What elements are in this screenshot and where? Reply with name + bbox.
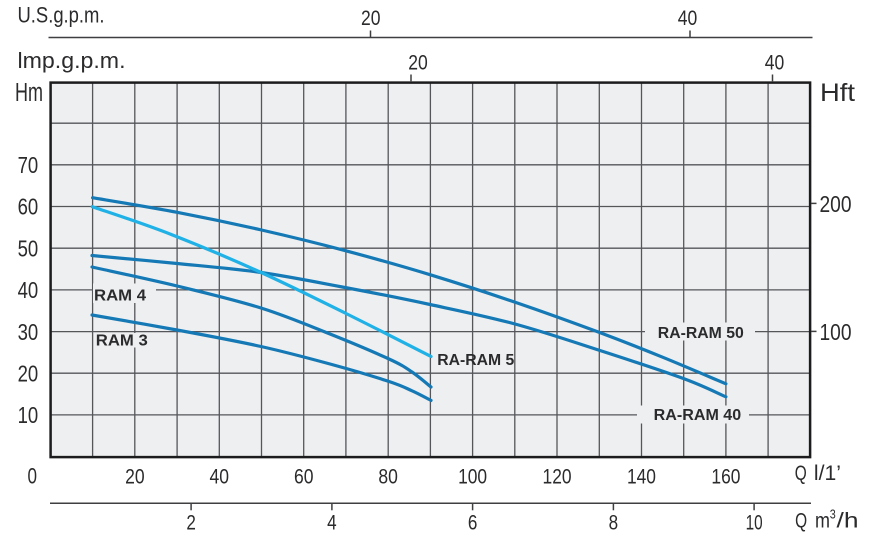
- svg-text:40: 40: [210, 465, 230, 489]
- svg-text:40: 40: [765, 50, 785, 74]
- svg-text:RA-RAM 5: RA-RAM 5: [437, 352, 514, 369]
- svg-text:60: 60: [18, 194, 39, 220]
- svg-text:10: 10: [746, 511, 763, 535]
- svg-text:Hft: Hft: [820, 79, 855, 107]
- svg-text:70: 70: [18, 152, 39, 178]
- svg-text:l/1’: l/1’: [814, 461, 841, 485]
- svg-text:lmp.g.p.m.: lmp.g.p.m.: [18, 48, 126, 73]
- svg-text:40: 40: [18, 277, 39, 303]
- svg-text:/h: /h: [837, 509, 859, 533]
- svg-text:3: 3: [830, 508, 836, 522]
- svg-text:60: 60: [294, 465, 314, 489]
- svg-text:160: 160: [711, 465, 740, 489]
- svg-text:140: 140: [627, 465, 656, 489]
- svg-text:20: 20: [408, 50, 428, 74]
- svg-text:U.S.g.p.m.: U.S.g.p.m.: [18, 3, 105, 28]
- svg-text:RAM 3: RAM 3: [96, 332, 148, 349]
- svg-text:40: 40: [678, 6, 698, 30]
- svg-text:RA-RAM 40: RA-RAM 40: [654, 407, 742, 424]
- svg-text:RAM 4: RAM 4: [94, 288, 146, 305]
- svg-text:200: 200: [820, 191, 852, 217]
- svg-text:20: 20: [18, 360, 39, 386]
- svg-text:120: 120: [543, 465, 572, 489]
- svg-text:8: 8: [609, 511, 619, 535]
- svg-text:Hm: Hm: [15, 79, 43, 107]
- svg-text:100: 100: [820, 319, 852, 345]
- svg-text:30: 30: [18, 319, 39, 345]
- svg-text:20: 20: [125, 465, 145, 489]
- svg-text:Q: Q: [795, 509, 807, 533]
- svg-text:RA-RAM 50: RA-RAM 50: [658, 325, 744, 342]
- svg-text:Q: Q: [795, 461, 807, 485]
- svg-text:4: 4: [327, 511, 337, 535]
- svg-text:50: 50: [18, 235, 39, 261]
- svg-text:20: 20: [361, 6, 381, 30]
- svg-text:6: 6: [468, 511, 478, 535]
- svg-text:10: 10: [18, 402, 39, 428]
- svg-text:80: 80: [378, 465, 398, 489]
- svg-text:0: 0: [28, 464, 38, 489]
- svg-text:2: 2: [186, 511, 196, 535]
- svg-text:m: m: [815, 509, 830, 533]
- svg-text:100: 100: [458, 465, 487, 489]
